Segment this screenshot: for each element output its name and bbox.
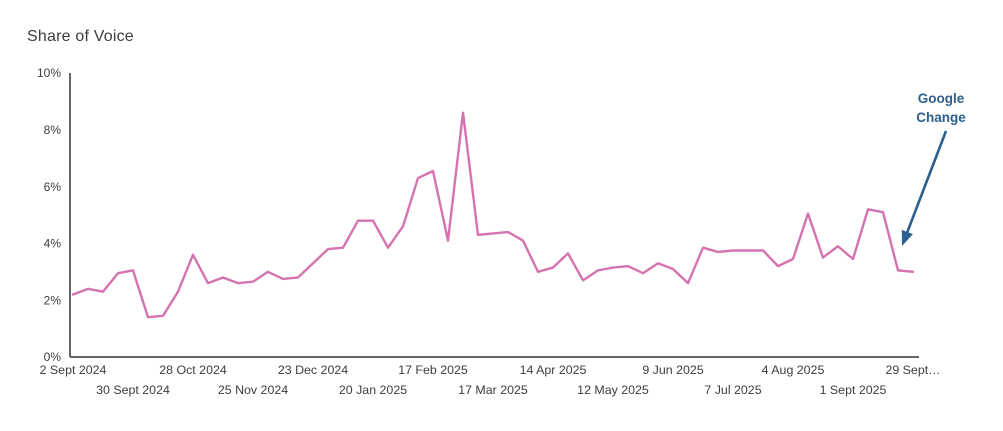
- y-tick-label: 10%: [37, 66, 61, 80]
- x-tick-label: 28 Oct 2024: [159, 363, 227, 377]
- annotation-arrow-shaft: [905, 130, 948, 235]
- x-tick-label: 23 Dec 2024: [278, 363, 348, 377]
- google-change-annotation-text: Change: [916, 110, 966, 125]
- chart-title: Share of Voice: [27, 28, 134, 45]
- google-change-annotation-text: Google: [918, 91, 965, 106]
- x-tick-label: 17 Mar 2025: [458, 383, 528, 397]
- x-tick-label: 20 Jan 2025: [339, 383, 407, 397]
- y-tick-label: 8%: [44, 123, 62, 137]
- x-tick-label: 25 Nov 2024: [218, 383, 288, 397]
- x-tick-label: 14 Apr 2025: [520, 363, 587, 377]
- x-tick-label: 17 Feb 2025: [398, 363, 468, 377]
- x-tick-label: 12 May 2025: [577, 383, 649, 397]
- x-tick-label: 9 Jun 2025: [642, 363, 703, 377]
- y-tick-label: 6%: [44, 180, 62, 194]
- x-tick-label: 1 Sept 2025: [820, 383, 887, 397]
- x-tick-label: 7 Jul 2025: [704, 383, 761, 397]
- annotation-arrow-head: [901, 229, 913, 246]
- x-tick-label: 29 Sept…: [885, 363, 940, 377]
- y-tick-label: 2%: [44, 293, 62, 307]
- y-tick-label: 4%: [44, 237, 62, 251]
- x-tick-label: 30 Sept 2024: [96, 383, 170, 397]
- share-of-voice-line: [71, 111, 915, 319]
- x-tick-label: 4 Aug 2025: [762, 363, 825, 377]
- x-tick-label: 2 Sept 2024: [40, 363, 107, 377]
- y-tick-label: 0%: [44, 350, 62, 364]
